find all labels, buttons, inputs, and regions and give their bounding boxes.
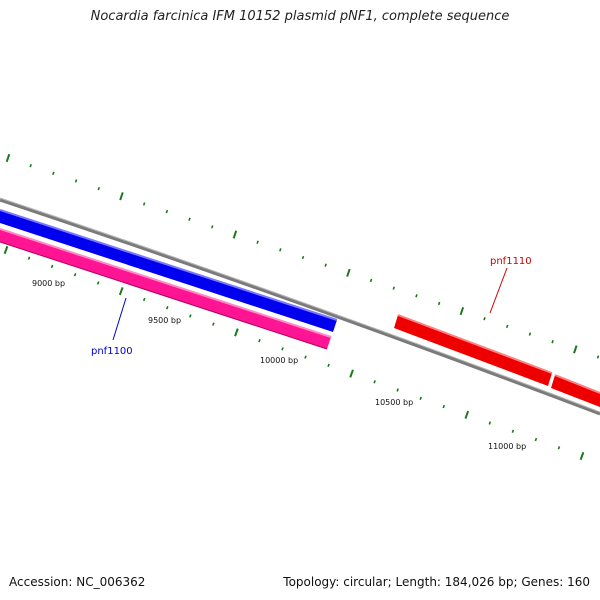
- bp-label-11000: 11000 bp: [488, 442, 526, 451]
- inner-tick: [488, 421, 492, 425]
- outer-tick: [437, 301, 441, 306]
- inner-tick: [579, 451, 585, 461]
- inner-tick: [50, 264, 54, 269]
- bp-label-9500: 9500 bp: [148, 316, 181, 325]
- bp-label-9000: 9000 bp: [32, 279, 65, 288]
- gene-label-pnf1110[interactable]: pnf1110: [490, 256, 532, 267]
- outer-tick: [301, 255, 305, 260]
- inner-tick: [511, 429, 515, 433]
- outer-tick-row: [5, 153, 600, 359]
- inner-tick: [534, 437, 538, 442]
- inner-tick: [96, 281, 100, 285]
- outer-tick: [119, 192, 124, 201]
- gene-pnf1100-blue[interactable]: [0, 209, 338, 332]
- outer-tick: [369, 278, 373, 283]
- inner-tick: [73, 273, 77, 277]
- inner-tick: [327, 363, 330, 368]
- outer-tick: [528, 332, 532, 336]
- inner-tick: [27, 256, 31, 260]
- bp-label-10500: 10500 bp: [375, 398, 413, 407]
- inner-tick: [3, 245, 9, 255]
- outer-tick: [415, 294, 418, 298]
- callout-line-pnf1100: [112, 297, 127, 341]
- outer-tick: [97, 186, 101, 191]
- inner-tick: [373, 380, 376, 384]
- outer-tick: [324, 263, 327, 267]
- bp-label-10000: 10000 bp: [260, 356, 298, 365]
- topology-summary: Topology: circular; Length: 184,026 bp; …: [283, 575, 590, 589]
- inner-tick: [189, 314, 192, 318]
- outer-tick: [483, 317, 486, 321]
- inner-tick: [118, 287, 124, 296]
- inner-tick: [234, 328, 239, 337]
- outer-tick: [29, 163, 32, 168]
- outer-tick: [346, 268, 351, 277]
- gene-pnf1110[interactable]: [394, 314, 600, 407]
- inner-tick: [258, 338, 261, 343]
- inner-tick: [166, 305, 169, 310]
- outer-tick: [52, 171, 55, 175]
- inner-tick: [419, 396, 422, 401]
- outer-tick: [188, 217, 191, 221]
- inner-tick: [212, 322, 215, 326]
- outer-tick: [142, 202, 146, 206]
- inner-tick: [557, 446, 561, 450]
- inner-tick-row: [3, 245, 585, 461]
- inner-tick: [396, 388, 399, 392]
- accession-text: Accession: NC_006362: [9, 575, 146, 589]
- gene-label-pnf1100[interactable]: pnf1100: [91, 346, 133, 357]
- outer-tick: [459, 306, 465, 316]
- outer-tick: [232, 230, 238, 239]
- inner-tick: [349, 369, 354, 378]
- outer-tick: [74, 179, 78, 183]
- outer-tick: [5, 153, 11, 163]
- outer-tick: [505, 324, 509, 329]
- outer-tick: [596, 355, 600, 359]
- callout-line-pnf1110: [489, 267, 508, 314]
- outer-tick: [256, 240, 259, 244]
- inner-tick: [464, 410, 470, 419]
- inner-tick: [142, 297, 146, 302]
- outer-tick: [392, 286, 396, 290]
- map-title: Nocardia farcinica IFM 10152 plasmid pNF…: [90, 9, 510, 24]
- gene-pnf1100-pink[interactable]: [0, 228, 332, 350]
- plasmid-backbone: [0, 197, 600, 416]
- outer-tick: [551, 340, 554, 344]
- outer-tick: [279, 248, 282, 252]
- inner-tick: [304, 355, 307, 359]
- outer-tick: [573, 345, 578, 354]
- inner-tick: [442, 404, 446, 409]
- outer-tick: [165, 209, 169, 214]
- inner-tick: [281, 347, 284, 351]
- outer-tick: [210, 225, 214, 229]
